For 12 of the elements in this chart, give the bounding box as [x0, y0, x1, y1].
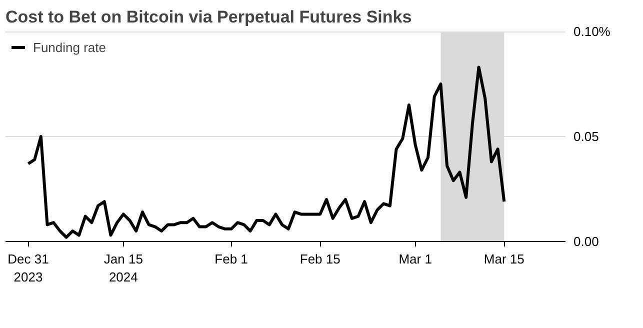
chart-title: Cost to Bet on Bitcoin via Perpetual Futures Sinks [6, 8, 412, 26]
x-tick-label: Feb 15 [300, 252, 340, 266]
x-tick-label: Mar 15 [484, 252, 524, 266]
legend-label: Funding rate [33, 40, 106, 54]
line-series [26, 66, 506, 239]
y-tick-label: 0.00 [574, 234, 599, 249]
x-tick-label: Dec 31 2023 [8, 252, 49, 284]
x-tick-label: Jan 15 2024 [104, 252, 143, 284]
y-tick-label: 0.05 [574, 129, 599, 144]
x-tick-label: Feb 1 [214, 252, 248, 266]
y-tick-label: 0.10% [574, 24, 611, 39]
x-tick-label: Mar 1 [398, 252, 432, 266]
